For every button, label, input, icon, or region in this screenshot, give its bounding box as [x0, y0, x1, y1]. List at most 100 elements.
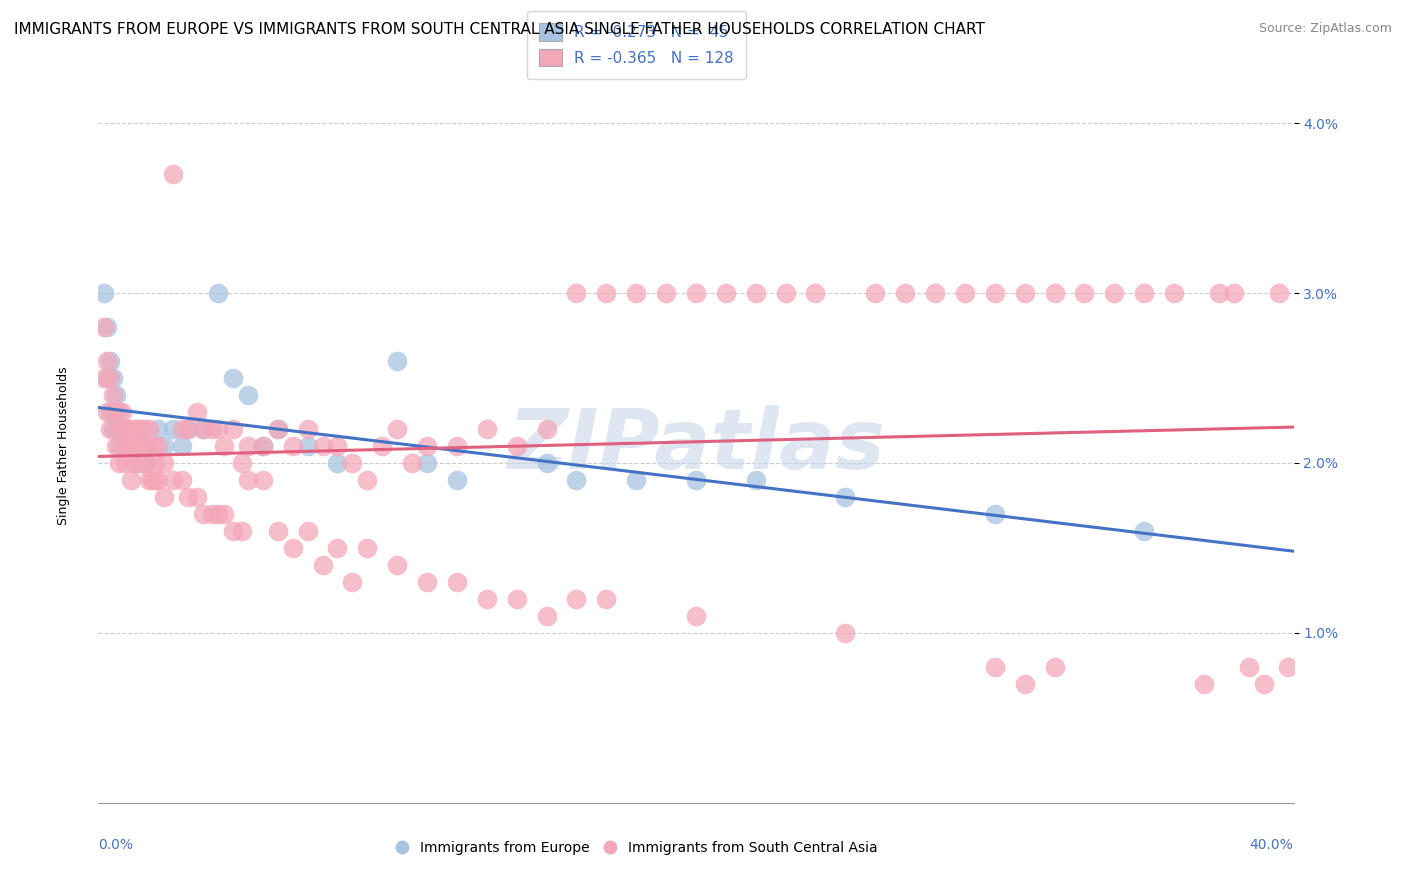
Point: [191, 507, 214, 521]
Point: [148, 473, 170, 487]
Point: [114, 422, 136, 436]
Point: [172, 422, 194, 436]
Text: ZIPatlas: ZIPatlas: [508, 406, 884, 486]
Point: [143, 473, 166, 487]
Point: [103, 371, 125, 385]
Point: [1237, 660, 1260, 674]
Point: [834, 490, 856, 504]
Point: [506, 439, 529, 453]
Point: [385, 558, 409, 572]
Point: [984, 660, 1007, 674]
Point: [1253, 677, 1275, 691]
Point: [297, 439, 319, 453]
Point: [865, 286, 887, 301]
Point: [186, 405, 208, 419]
Point: [401, 456, 423, 470]
Point: [148, 422, 170, 436]
Point: [416, 574, 439, 589]
Point: [326, 456, 349, 470]
Point: [342, 456, 364, 470]
Point: [177, 490, 200, 504]
Point: [111, 405, 134, 419]
Point: [98, 422, 122, 436]
Point: [105, 439, 128, 453]
Point: [108, 405, 131, 419]
Point: [162, 167, 184, 181]
Point: [1223, 286, 1246, 301]
Point: [565, 286, 588, 301]
Point: [446, 473, 468, 487]
Point: [153, 490, 176, 504]
Point: [595, 286, 617, 301]
Point: [595, 591, 617, 606]
Point: [172, 473, 194, 487]
Point: [201, 422, 224, 436]
Point: [129, 439, 152, 453]
Point: [685, 286, 707, 301]
Point: [475, 591, 498, 606]
Point: [924, 286, 946, 301]
Point: [96, 354, 118, 368]
Point: [114, 456, 136, 470]
Point: [326, 439, 349, 453]
Point: [117, 439, 139, 453]
Point: [222, 422, 245, 436]
Point: [148, 439, 170, 453]
Point: [1104, 286, 1126, 301]
Point: [207, 422, 229, 436]
Point: [191, 422, 214, 436]
Point: [96, 405, 118, 419]
Point: [124, 422, 146, 436]
Point: [385, 354, 409, 368]
Point: [894, 286, 917, 301]
Point: [207, 286, 229, 301]
Point: [222, 371, 245, 385]
Point: [745, 473, 768, 487]
Point: [655, 286, 678, 301]
Point: [153, 456, 176, 470]
Point: [111, 422, 134, 436]
Point: [207, 507, 229, 521]
Point: [1014, 286, 1036, 301]
Point: [236, 473, 259, 487]
Text: Single Father Households: Single Father Households: [56, 367, 70, 525]
Point: [565, 591, 588, 606]
Point: [108, 422, 131, 436]
Point: [162, 422, 184, 436]
Point: [141, 439, 163, 453]
Text: Source: ZipAtlas.com: Source: ZipAtlas.com: [1258, 22, 1392, 36]
Point: [212, 507, 235, 521]
Point: [105, 405, 128, 419]
Point: [177, 422, 200, 436]
Point: [626, 473, 648, 487]
Point: [297, 524, 319, 538]
Point: [1043, 660, 1066, 674]
Point: [1014, 677, 1036, 691]
Point: [984, 286, 1007, 301]
Point: [96, 320, 118, 334]
Point: [117, 422, 139, 436]
Point: [93, 320, 115, 334]
Point: [127, 422, 149, 436]
Point: [267, 422, 290, 436]
Point: [804, 286, 827, 301]
Point: [129, 456, 152, 470]
Point: [120, 473, 142, 487]
Point: [103, 422, 125, 436]
Point: [135, 456, 157, 470]
Point: [1133, 524, 1156, 538]
Point: [124, 439, 146, 453]
Point: [132, 422, 155, 436]
Point: [105, 422, 128, 436]
Point: [93, 286, 115, 301]
Point: [98, 354, 122, 368]
Point: [105, 388, 128, 402]
Point: [1043, 286, 1066, 301]
Text: 0.0%: 0.0%: [98, 838, 134, 852]
Point: [1163, 286, 1185, 301]
Point: [536, 456, 558, 470]
Point: [475, 422, 498, 436]
Point: [714, 286, 737, 301]
Point: [685, 473, 707, 487]
Point: [685, 608, 707, 623]
